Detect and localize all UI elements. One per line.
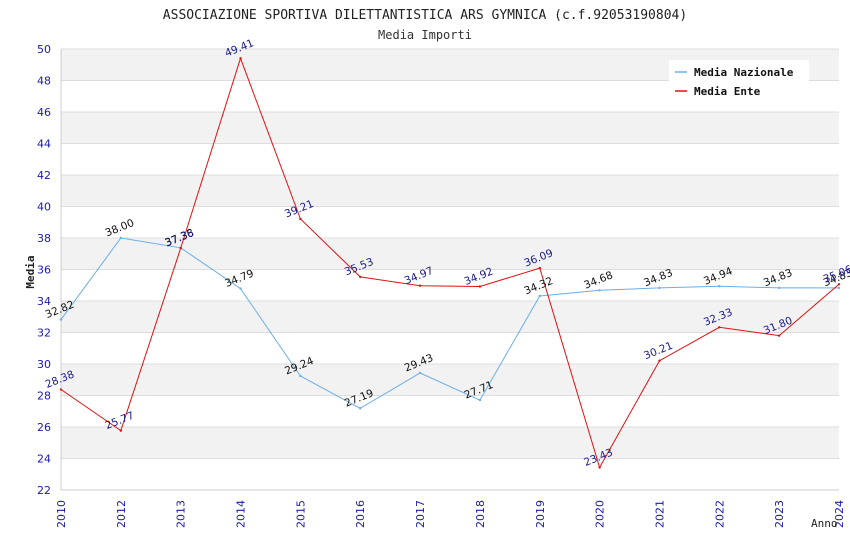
x-tick-label: 2019	[534, 500, 547, 528]
y-tick-label: 22	[37, 484, 51, 497]
x-tick-label: 2022	[713, 500, 726, 528]
data-point	[718, 326, 721, 329]
data-point	[478, 285, 482, 288]
x-tick-label: 2012	[115, 500, 128, 528]
grid-band	[61, 143, 839, 175]
x-tick-label: 2020	[594, 500, 607, 528]
chart-title: ASSOCIAZIONE SPORTIVA DILETTANTISTICA AR…	[163, 8, 687, 23]
data-point	[299, 217, 302, 221]
y-tick-label: 34	[37, 295, 51, 308]
x-tick-label: 2021	[653, 500, 666, 528]
grid-band	[61, 427, 839, 459]
data-point	[478, 398, 482, 402]
y-tick-label: 38	[37, 232, 51, 245]
data-point	[299, 374, 302, 378]
x-tick-label: 2017	[414, 500, 427, 528]
legend-label: Media Ente	[694, 85, 761, 98]
data-point	[837, 286, 841, 290]
grid-band	[61, 206, 839, 238]
y-tick-label: 40	[37, 201, 51, 214]
x-tick-label: 2013	[175, 500, 188, 528]
x-axis-ticks: 2010 2012 2013 2014 2015 2016 2017 2018 2019 2020…	[55, 500, 846, 528]
data-point	[777, 286, 781, 290]
data-point	[418, 371, 422, 375]
grid-band	[61, 175, 839, 207]
data-point	[239, 57, 242, 60]
data-point	[179, 246, 182, 250]
y-tick-label: 28	[37, 390, 51, 403]
data-point	[59, 318, 63, 321]
y-axis-ticks: 22 24 26 28 30 32 34 36 38 40 42 44 46 48 50	[37, 43, 51, 497]
x-tick-label: 2014	[235, 500, 248, 528]
legend: Media Nazionale Media Ente	[669, 60, 809, 100]
data-point	[538, 294, 541, 298]
x-tick-label: 2018	[474, 500, 487, 528]
data-point	[598, 289, 601, 292]
grid-bands	[60, 48, 839, 491]
series-lines	[59, 56, 841, 469]
data-point	[418, 284, 422, 287]
data-point	[359, 275, 362, 279]
x-tick-label: 2024	[833, 500, 846, 528]
y-tick-label: 24	[37, 453, 51, 466]
x-tick-label: 2010	[55, 500, 68, 528]
grid-band	[61, 395, 839, 427]
series-line-0	[60, 237, 839, 409]
legend-box	[669, 60, 809, 100]
x-axis-label: Anno	[811, 517, 838, 530]
grid-band	[61, 458, 839, 490]
data-point	[538, 266, 541, 270]
y-tick-label: 48	[37, 75, 51, 88]
y-tick-label: 46	[37, 106, 51, 119]
data-point	[658, 359, 661, 362]
y-tick-label: 42	[37, 169, 51, 182]
x-tick-label: 2016	[354, 500, 367, 528]
series-line-1	[60, 56, 840, 469]
data-point	[239, 287, 242, 290]
y-tick-label: 30	[37, 358, 51, 371]
data-point	[359, 407, 362, 410]
data-point	[658, 286, 661, 290]
y-tick-label: 44	[37, 138, 51, 151]
data-point	[119, 236, 123, 240]
grid-band	[61, 364, 839, 396]
data-point	[598, 466, 601, 469]
legend-label: Media Nazionale	[694, 66, 794, 79]
data-point	[837, 283, 841, 286]
x-tick-label: 2015	[294, 500, 307, 528]
y-axis-label: Media	[24, 255, 37, 288]
chart-subtitle: Media Importi	[378, 28, 472, 42]
grid-band	[61, 269, 839, 301]
y-tick-label: 26	[37, 421, 51, 434]
data-point	[59, 388, 63, 391]
y-tick-label: 50	[37, 43, 51, 56]
grid-band	[61, 301, 839, 333]
y-tick-label: 32	[37, 327, 51, 340]
grid-band	[61, 332, 839, 364]
data-point	[777, 334, 781, 337]
x-tick-label: 2023	[773, 500, 786, 528]
data-point	[718, 284, 721, 288]
grid-band	[61, 112, 839, 144]
data-point	[119, 429, 123, 432]
y-tick-label: 36	[37, 264, 51, 277]
grid-band	[61, 238, 839, 270]
